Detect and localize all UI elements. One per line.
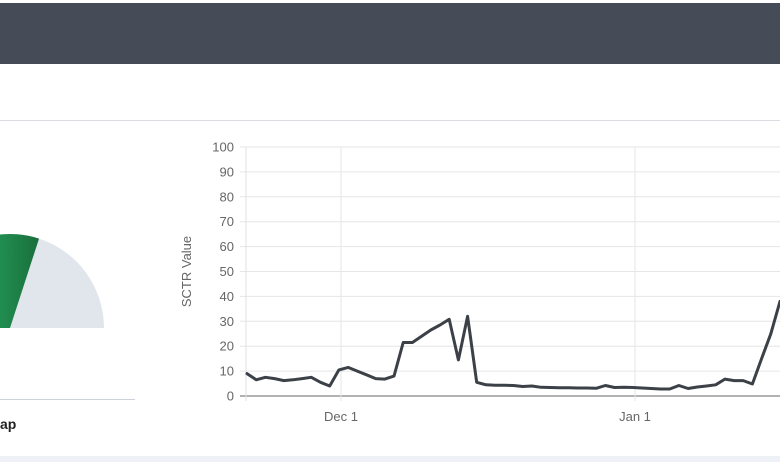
chart-grid — [240, 146, 780, 401]
sctr-gauge — [0, 234, 104, 328]
x-tick-label: Jan 1 — [619, 409, 651, 424]
x-tick-label: Dec 1 — [324, 409, 358, 424]
y-tick-label: 0 — [227, 389, 234, 404]
y-axis-title: SCTR Value — [179, 236, 194, 307]
section-divider — [0, 120, 780, 121]
sctr-line-chart: 0 10 20 30 40 50 60 70 80 90 100 Dec 1 Jan 1 SCTR V… — [179, 140, 780, 424]
y-tick-label: 100 — [212, 140, 234, 155]
y-tick-label: 40 — [220, 289, 234, 304]
y-tick-label: 50 — [220, 264, 234, 279]
y-tick-label: 10 — [220, 364, 234, 379]
y-tick-label: 20 — [220, 339, 234, 354]
y-tick-label: 30 — [220, 314, 234, 329]
sctr-series-line — [245, 299, 780, 391]
gauge-fill — [0, 234, 40, 328]
top-navigation-bar — [0, 3, 780, 64]
y-tick-label: 80 — [220, 189, 234, 204]
x-axis-ticks: Dec 1 Jan 1 — [324, 409, 651, 424]
gauge-divider — [0, 399, 135, 400]
y-tick-label: 60 — [220, 239, 234, 254]
sctr-gauge-panel — [0, 121, 140, 441]
gauge-label: ap — [0, 416, 17, 432]
y-tick-label: 70 — [220, 214, 234, 229]
y-tick-label: 90 — [220, 164, 234, 179]
y-axis-ticks: 0 10 20 30 40 50 60 70 80 90 100 — [212, 140, 234, 404]
gauge-track — [10, 238, 104, 328]
bottom-panel-edge — [0, 456, 780, 462]
